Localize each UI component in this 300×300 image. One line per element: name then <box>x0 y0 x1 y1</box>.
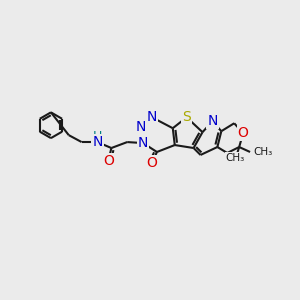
Text: S: S <box>182 110 191 124</box>
Text: N: N <box>92 135 103 149</box>
Text: CH₃: CH₃ <box>253 147 272 157</box>
Text: O: O <box>146 156 158 170</box>
Text: CH₃: CH₃ <box>226 153 245 163</box>
Text: N: N <box>136 120 146 134</box>
Text: H: H <box>93 130 102 142</box>
Text: N: N <box>147 110 157 124</box>
Text: O: O <box>103 154 114 168</box>
Text: O: O <box>238 126 249 140</box>
Text: N: N <box>138 136 148 150</box>
Text: N: N <box>207 114 218 128</box>
